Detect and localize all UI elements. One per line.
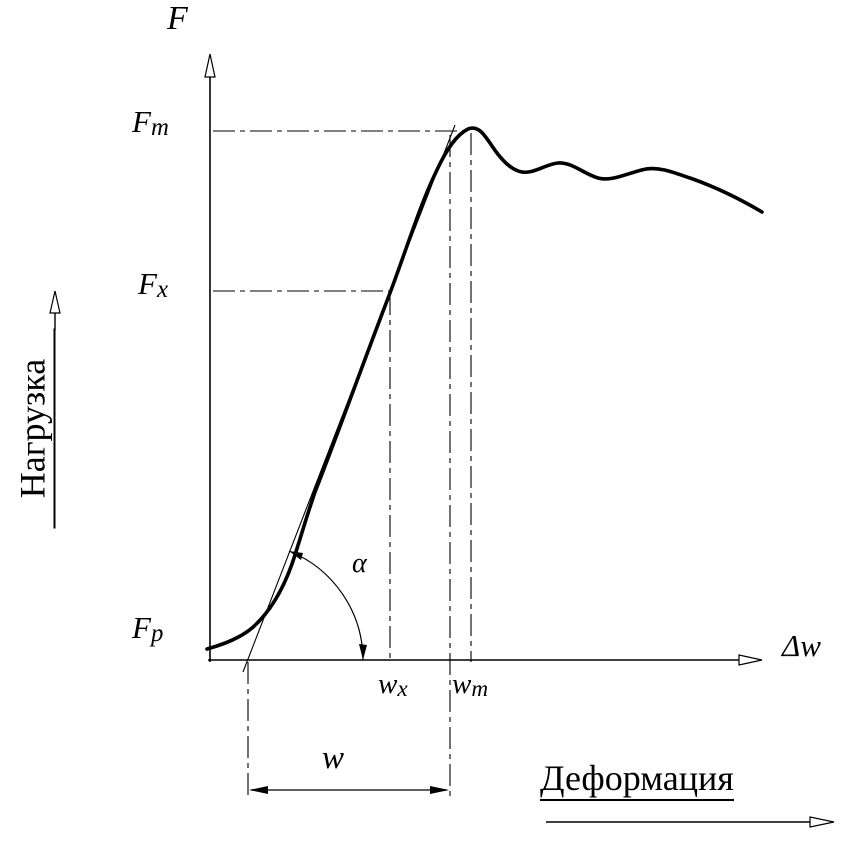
label-wm-sub: m: [471, 676, 489, 703]
label-wx-base: w: [378, 668, 398, 700]
label-wm-base: w: [452, 668, 472, 700]
label-Fx-sub: x: [156, 276, 168, 304]
label-Fm-base: F: [132, 104, 151, 139]
x-axis-arrow-icon: [738, 654, 763, 666]
y-axis-letter: F: [167, 0, 188, 37]
y-axis-caption: Нагрузка: [13, 328, 56, 529]
angle-arc-arrow-bottom-icon: [359, 644, 367, 660]
label-Fp: Fp: [132, 610, 164, 648]
label-Fp-sub: p: [150, 620, 164, 648]
label-Fm-sub: m: [150, 114, 169, 142]
label-Fx-base: F: [138, 266, 157, 301]
label-Fx: Fx: [138, 266, 168, 304]
deformation-caption-arrow-icon: [809, 816, 835, 828]
label-alpha: α: [352, 548, 367, 579]
label-Fm: Fm: [132, 104, 169, 142]
label-Fp-base: F: [132, 610, 151, 645]
label-w-dimension: w: [322, 740, 345, 776]
y-axis-arrow-icon: [204, 53, 216, 78]
w-dimension-arrow-right-icon: [430, 786, 449, 794]
x-axis-letter: Δw: [782, 628, 821, 663]
load-caption-arrow-icon: [49, 290, 61, 314]
angle-arc: [288, 550, 364, 661]
load-curve: [205, 126, 764, 651]
w-dimension-arrow-left-icon: [249, 786, 268, 794]
label-wx-sub: x: [397, 676, 408, 703]
label-wm: wm: [452, 668, 489, 703]
x-axis-caption: Деформация: [540, 760, 734, 801]
label-wx: wx: [378, 668, 408, 703]
